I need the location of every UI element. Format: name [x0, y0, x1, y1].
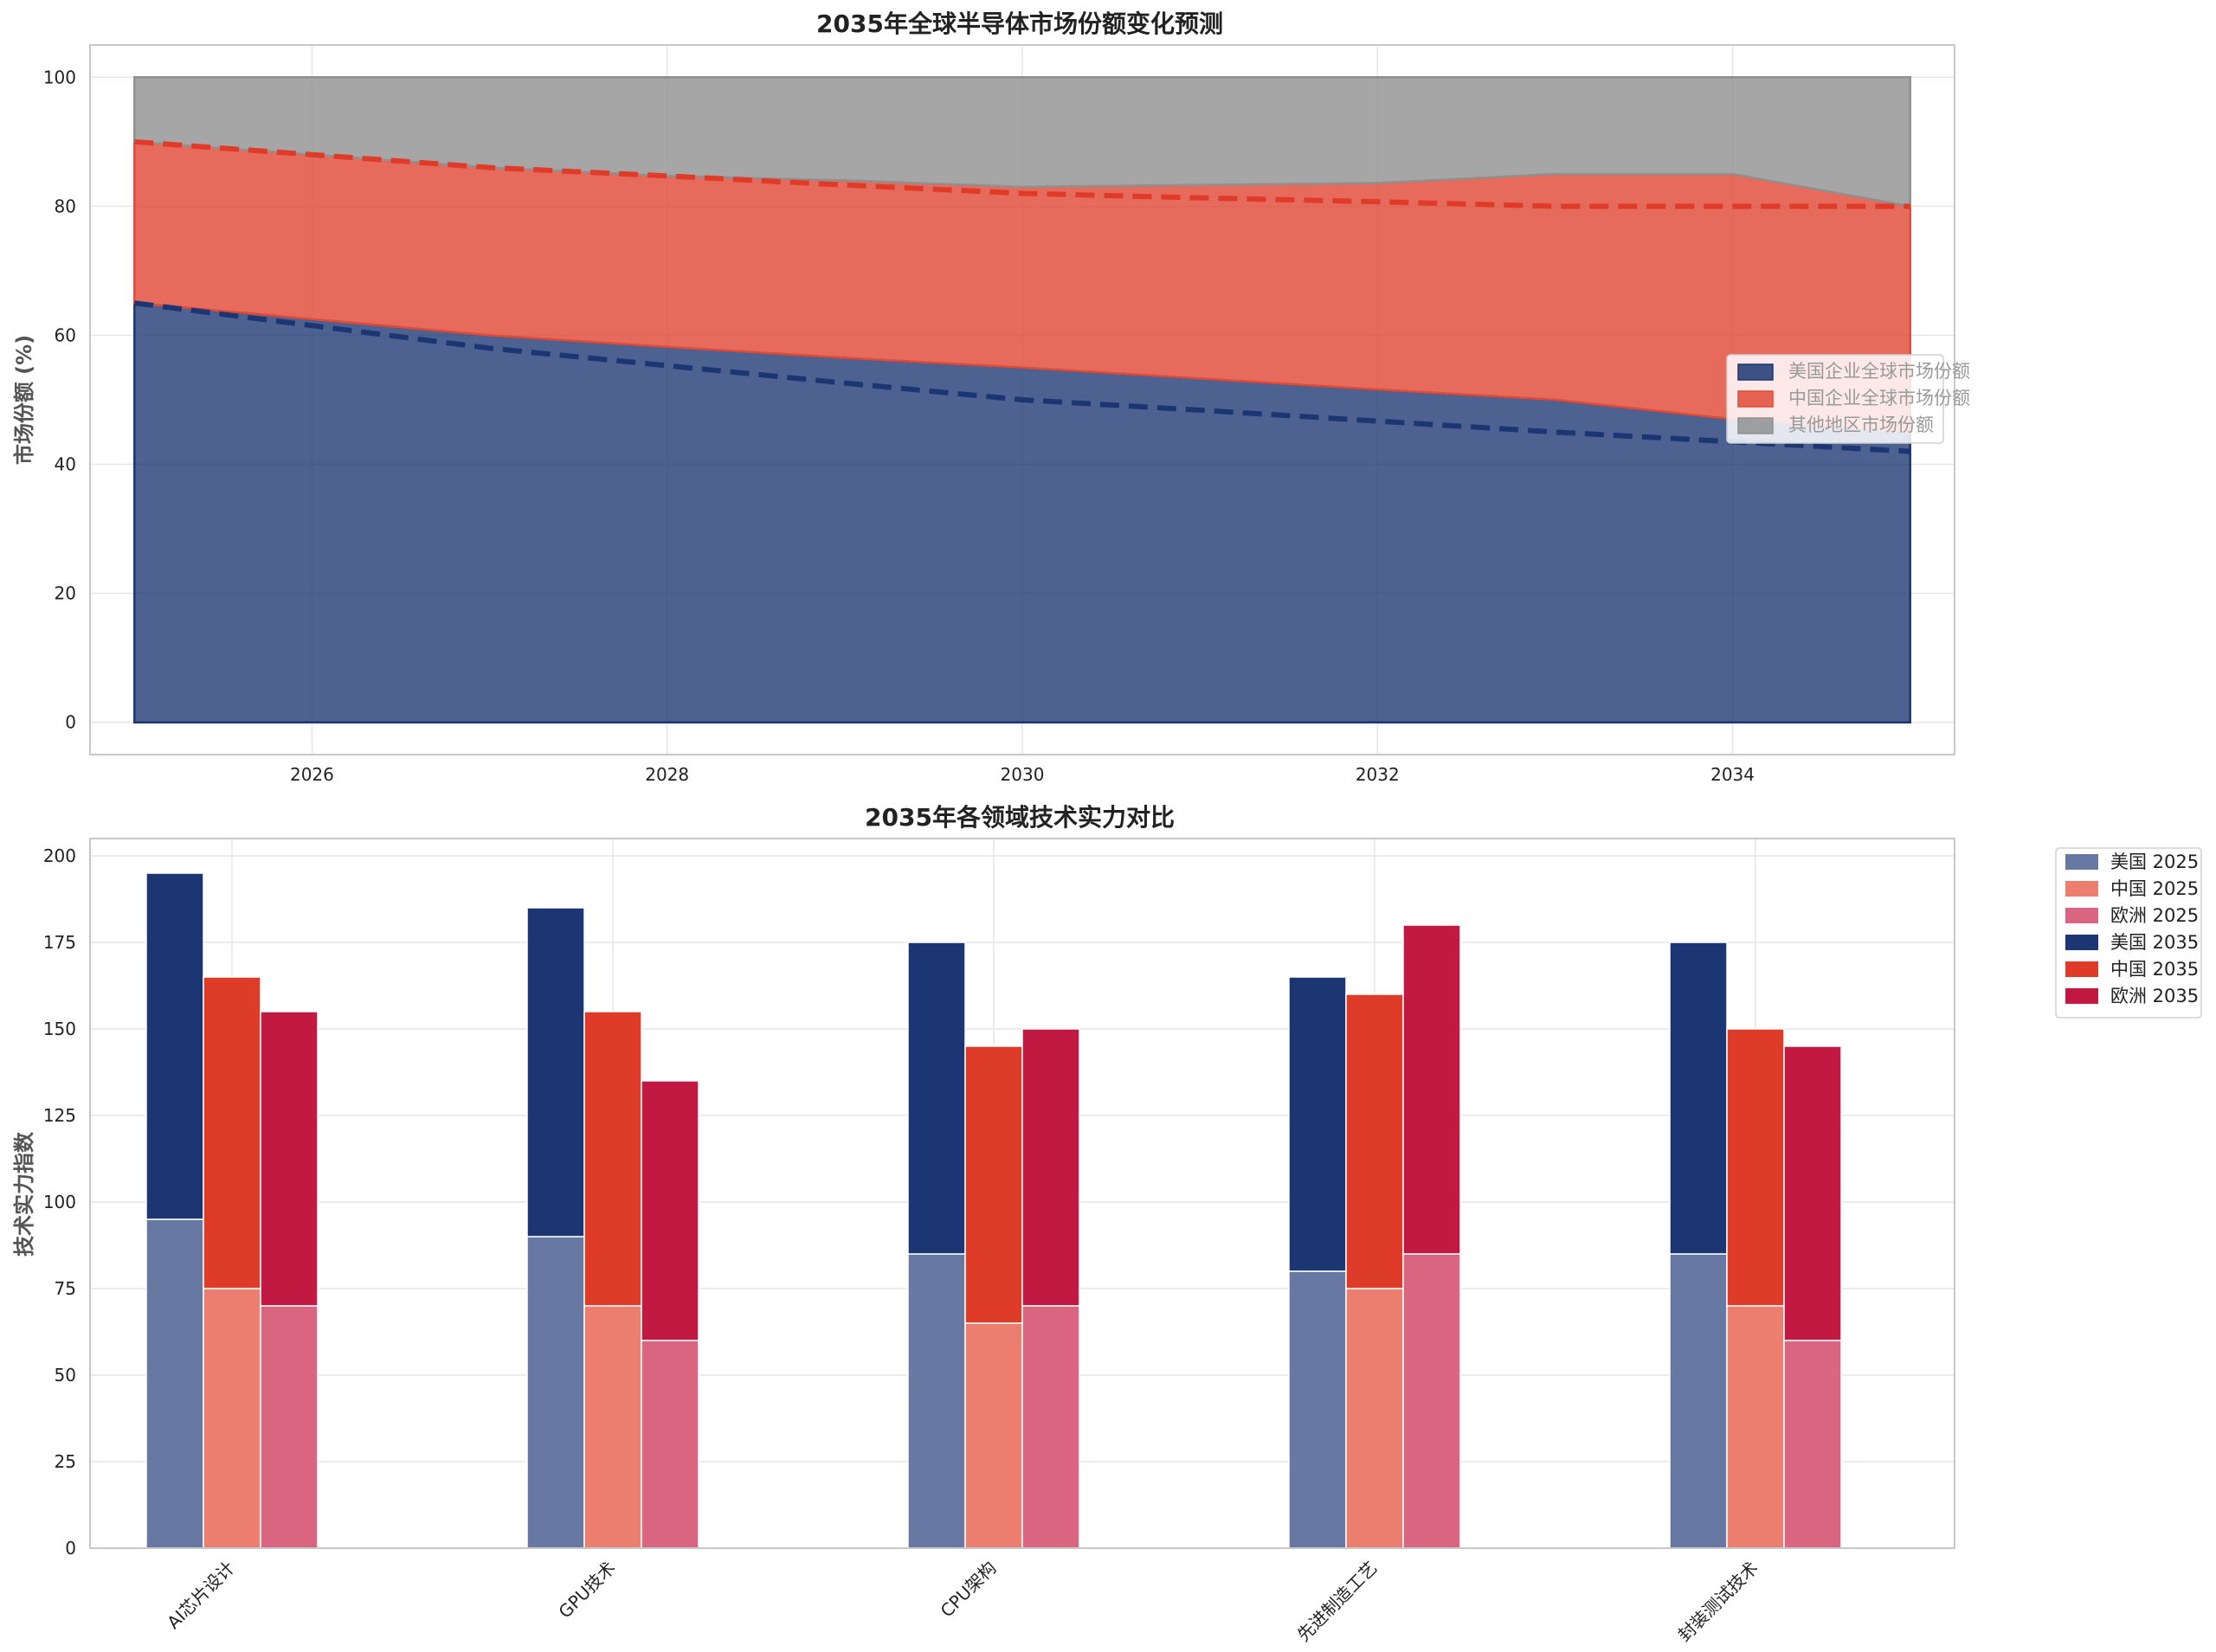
bar-eu-2035-cat-2 [1021, 1028, 1080, 1307]
legend-swatch-cn-share [1737, 390, 1774, 408]
bar-cn-2025-cat-4 [1726, 1305, 1785, 1549]
bar-eu-2035-cat-0 [260, 1011, 319, 1307]
chart1-y-tick-label-1: 20 [55, 583, 76, 604]
bar-cn-2025-cat-3 [1345, 1288, 1404, 1549]
legend-label-cn-2025: 中国 2025 [2110, 878, 2199, 899]
chart2-y-ticks: 0 25 50 75 100 125 150 175 200 [43, 845, 76, 1559]
chart1-y-tick-label-3: 60 [55, 325, 76, 345]
bar-eu-2035-cat-4 [1783, 1045, 1842, 1341]
legend-label-eu-2025: 欧洲 2025 [2110, 905, 2199, 926]
chart1-y-tick-label-0: 0 [65, 712, 76, 733]
bar-us-2035-cat-4 [1669, 942, 1728, 1255]
chart1-areas [133, 76, 1911, 723]
chart2-y-axis-label: 技术实力指数 [12, 1131, 36, 1257]
chart1-y-axis-label: 市场份额 (%) [12, 335, 36, 465]
legend-swatch-eu-2035 [2065, 988, 2098, 1004]
market-share-chart: 2026 2028 2030 2032 2034 0 20 40 60 80 100 2035年全… [12, 10, 1970, 785]
trend-line-us-cn-trend [134, 138, 1910, 209]
bar-cn-2025-cat-0 [203, 1288, 261, 1549]
tech-strength-chart: AI芯片设计 GPU技术 CPU架构 先进制造工艺 封装测试技术 02550751001… [12, 803, 2202, 1645]
chart1-x-tick-label-4: 2034 [1710, 764, 1755, 785]
legend-swatch-cn-2035 [2065, 961, 2098, 977]
chart1-x-tick-label-2: 2030 [1001, 764, 1045, 785]
chart1-y-tick-label-4: 80 [55, 196, 76, 216]
legend-swatch-eu-2025 [2065, 908, 2098, 923]
chart1-x-tick-label-0: 2026 [290, 764, 334, 785]
legend-label-cn-2035: 中国 2035 [2110, 959, 2199, 980]
legend-label-us-2035: 美国 2035 [2110, 932, 2199, 953]
bar-eu-2025-cat-1 [641, 1340, 699, 1549]
bar-eu-2025-cat-2 [1021, 1305, 1080, 1549]
bar-cn-2035-cat-1 [583, 1011, 642, 1307]
bar-us-2035-cat-2 [907, 942, 966, 1255]
chart2-title: 2035年各领域技术实力对比 [865, 803, 1175, 832]
legend-swatch-cn-2025 [2065, 881, 2098, 897]
legend-label-other-share: 其他地区市场份额 [1788, 415, 1934, 435]
chart2-y-tick-label-5: 125 [43, 1105, 76, 1126]
bar-cn-2035-cat-0 [203, 976, 261, 1289]
bar-cn-2035-cat-4 [1726, 1028, 1785, 1307]
bar-cn-2035-cat-3 [1345, 993, 1404, 1289]
bar-us-2035-cat-3 [1288, 976, 1347, 1272]
bar-eu-2025-cat-0 [260, 1305, 319, 1549]
legend-label-cn-share: 中国企业全球市场份额 [1788, 388, 1970, 408]
chart2-legend: 美国 2025 中国 2025 欧洲 2025 美国 2035 中国 2035 … [2055, 847, 2202, 1019]
chart1-trend-lines [133, 138, 1910, 454]
bar-us-2025-cat-1 [526, 1236, 585, 1549]
chart1-legend-box [1726, 354, 1944, 444]
chart1-x-ticks: 2026 2028 2030 2032 2034 [290, 764, 1755, 785]
legend-swatch-us-2025 [2065, 854, 2098, 870]
chart1-legend: 美国企业全球市场份额 中国企业全球市场份额 其他地区市场份额 [1726, 354, 1970, 444]
bar-us-2025-cat-2 [907, 1253, 966, 1549]
legend-label-us-2025: 美国 2025 [2110, 852, 2199, 872]
bar-us-2035-cat-1 [526, 907, 585, 1237]
chart2-y-tick-label-1: 25 [55, 1451, 76, 1472]
bar-us-2025-cat-0 [145, 1218, 204, 1549]
chart1-y-tick-label-2: 40 [55, 454, 76, 475]
bar-us-2035-cat-0 [145, 872, 204, 1220]
chart2-y-tick-label-0: 0 [65, 1538, 76, 1559]
legend-swatch-us-2035 [2065, 935, 2098, 950]
bar-us-2025-cat-4 [1669, 1253, 1728, 1549]
trend-line-us-trend [133, 300, 1910, 454]
legend-label-eu-2035: 欧洲 2035 [2110, 986, 2199, 1006]
bar-us-2025-cat-3 [1288, 1270, 1347, 1549]
chart1-frame [89, 44, 1955, 755]
chart2-frame [89, 838, 1955, 1549]
chart1-y-ticks: 0 20 40 60 80 100 [43, 67, 76, 732]
bar-eu-2035-cat-1 [641, 1080, 699, 1341]
chart2-y-tick-label-2: 50 [55, 1365, 76, 1385]
bar-cn-2035-cat-2 [964, 1045, 1023, 1324]
bar-eu-2025-cat-3 [1402, 1253, 1461, 1549]
chart1-title: 2035年全球半导体市场份额变化预测 [816, 10, 1223, 38]
legend-label-us-share: 美国企业全球市场份额 [1788, 361, 1970, 382]
bar-eu-2035-cat-3 [1402, 924, 1461, 1255]
legend-swatch-us-share [1737, 363, 1774, 381]
chart2-bars [145, 872, 1842, 1549]
chart2-y-tick-label-8: 200 [43, 845, 76, 866]
chart2-y-tick-label-7: 175 [43, 932, 76, 953]
bar-cn-2025-cat-2 [964, 1322, 1023, 1549]
chart1-y-tick-label-5: 100 [43, 67, 76, 87]
bar-cn-2025-cat-1 [583, 1305, 642, 1549]
chart1-x-tick-label-3: 2032 [1356, 764, 1400, 785]
chart2-y-tick-label-3: 75 [55, 1278, 76, 1299]
legend-swatch-other-share [1737, 417, 1774, 434]
chart2-y-tick-label-4: 100 [43, 1192, 76, 1212]
chart2-y-tick-label-6: 150 [43, 1019, 76, 1039]
chart1-x-tick-label-1: 2028 [645, 764, 689, 785]
bar-eu-2025-cat-4 [1783, 1340, 1842, 1549]
